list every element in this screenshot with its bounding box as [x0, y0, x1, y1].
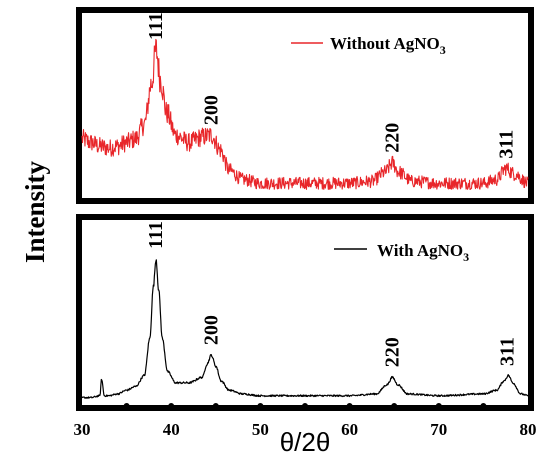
- x-tick-mark-65: [391, 403, 398, 409]
- x-tick-label-70: 70: [430, 420, 447, 439]
- x-tick-mark-40: [168, 403, 175, 409]
- x-axis-title: θ/2θ: [280, 427, 331, 457]
- legend-label-without-agno3: Without AgNO3: [330, 34, 446, 57]
- x-tick-mark-60: [346, 403, 353, 409]
- panel-without-agno3: 111 200 220 311 Without AgNO3: [76, 7, 534, 204]
- legend-top: Without AgNO3: [291, 34, 446, 57]
- x-tick-label-60: 60: [341, 420, 358, 439]
- x-tick-mark-45: [212, 403, 219, 409]
- x-tick-label-80: 80: [520, 420, 537, 439]
- x-tick-label-50: 50: [252, 420, 269, 439]
- panel-with-agno3: 111 200 220 311 With AgNO3: [76, 214, 534, 411]
- series-line-without-agno3: [81, 38, 529, 190]
- legend-label-prefix: With AgNO: [377, 241, 463, 260]
- x-tick-mark-70: [435, 403, 442, 409]
- series-line-with-agno3: [81, 259, 529, 399]
- x-tick-label-30: 30: [74, 420, 91, 439]
- peak-label-200: 200: [200, 315, 222, 345]
- peak-label-111: 111: [145, 221, 167, 249]
- peak-labels-bottom: 111 200 220 311: [145, 221, 519, 367]
- x-tick-mark-50: [257, 403, 264, 409]
- y-axis-title: Intensity: [20, 160, 50, 263]
- x-axis-ticks: 30 40 50 60 70 80: [74, 403, 537, 439]
- legend-label-subscript: 3: [440, 43, 446, 57]
- peak-label-220: 220: [381, 337, 403, 367]
- legend-label-with-agno3: With AgNO3: [377, 241, 469, 264]
- legend-bottom: With AgNO3: [334, 241, 469, 264]
- peak-label-111: 111: [145, 12, 167, 40]
- panel-top-frame: [76, 7, 534, 204]
- legend-label-subscript: 3: [463, 250, 469, 264]
- x-tick-label-40: 40: [163, 420, 180, 439]
- peak-label-200: 200: [200, 95, 222, 125]
- x-tick-mark-35: [123, 403, 130, 409]
- x-tick-mark-55: [302, 403, 308, 409]
- peak-label-311: 311: [497, 337, 519, 366]
- peak-label-220: 220: [381, 123, 403, 153]
- peak-label-311: 311: [496, 130, 518, 159]
- legend-label-prefix: Without AgNO: [330, 34, 440, 53]
- peak-labels-top: 111 200 220 311: [145, 12, 518, 158]
- x-tick-mark-75: [480, 403, 487, 409]
